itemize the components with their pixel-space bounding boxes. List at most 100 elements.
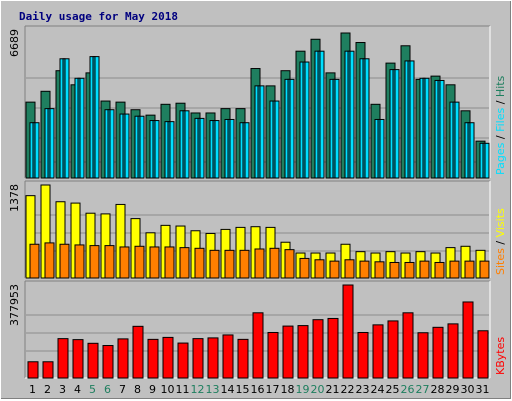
- kbytes-bar: [462, 301, 474, 379]
- kbytes-bar: [222, 334, 234, 379]
- kbytes-bar: [342, 284, 354, 379]
- kbytes-bar: [477, 330, 489, 379]
- chart-title: Daily usage for May 2018: [19, 10, 178, 23]
- x-tick-label: 18: [281, 383, 295, 396]
- pages-bar: [47, 108, 51, 179]
- side-legend-separator: /: [494, 132, 507, 143]
- sites-bar: [344, 259, 355, 279]
- kbytes-bar: [72, 339, 84, 379]
- sites-bar: [269, 247, 280, 279]
- kbytes-bar: [402, 312, 414, 379]
- side-legend-sites: Sites: [494, 248, 507, 275]
- side-legend-pages: Pages: [494, 142, 507, 175]
- x-tick-label: 13: [206, 383, 220, 396]
- kbytes-bar: [252, 312, 264, 379]
- pages-bar: [287, 78, 291, 179]
- x-tick-label: 7: [119, 383, 126, 396]
- pages-bar: [467, 122, 471, 179]
- sites-bar: [239, 249, 250, 279]
- kbytes-bar: [177, 342, 189, 379]
- kbytes-bar: [117, 338, 129, 379]
- pages-bar: [77, 77, 81, 179]
- pages-bar: [317, 50, 321, 179]
- sites-bar: [329, 260, 340, 279]
- side-legend-separator: /: [494, 97, 507, 108]
- x-tick-label: 14: [221, 383, 235, 396]
- x-tick-label: 27: [416, 383, 430, 396]
- x-tick-label: 31: [476, 383, 490, 396]
- x-tick-label: 11: [176, 383, 190, 396]
- pages-bar: [332, 78, 336, 179]
- panel-hits-files-pages: 6689 Pages / Files / Hits: [8, 25, 507, 179]
- pages-bar: [362, 58, 366, 179]
- pages-bar: [452, 101, 456, 179]
- x-tick-label: 28: [431, 383, 445, 396]
- kbytes-bar: [327, 317, 339, 379]
- sites-bar: [179, 247, 190, 279]
- kbytes-bar: [357, 331, 369, 379]
- kbytes-bar: [372, 324, 384, 379]
- sites-bar: [314, 259, 325, 279]
- sites-bar: [479, 260, 490, 279]
- pages-bar: [62, 58, 66, 179]
- x-tick-label: 22: [341, 383, 355, 396]
- pages-bar: [122, 113, 126, 179]
- kbytes-bar: [237, 338, 249, 379]
- x-tick-label: 30: [461, 383, 475, 396]
- x-tick-label: 21: [326, 383, 340, 396]
- pages-bar: [32, 122, 36, 179]
- pages-bar: [272, 100, 276, 179]
- pages-bar: [377, 118, 381, 179]
- side-legend: KBytes: [494, 337, 507, 375]
- sites-bar: [434, 261, 445, 279]
- sites-bar: [44, 242, 55, 279]
- pages-bar: [182, 110, 186, 179]
- x-tick-label: 9: [149, 383, 156, 396]
- x-tick-label: 19: [296, 383, 310, 396]
- x-tick-label: 4: [74, 383, 81, 396]
- sites-bar: [149, 246, 160, 279]
- kbytes-bar: [432, 326, 444, 379]
- sites-bar: [284, 249, 295, 279]
- y-max-label: 377953: [8, 284, 21, 326]
- sites-bar: [359, 260, 370, 279]
- sites-bar: [134, 245, 145, 279]
- side-legend-hits: Hits: [494, 75, 507, 97]
- x-tick-label: 1: [29, 383, 36, 396]
- pages-bar: [242, 122, 246, 179]
- x-tick-label: 16: [251, 383, 265, 396]
- x-tick-label: 29: [446, 383, 460, 396]
- side-legend-files: Files: [494, 108, 507, 132]
- pages-bar: [212, 120, 216, 179]
- sites-bar: [449, 260, 460, 279]
- x-tick-label: 12: [191, 383, 205, 396]
- x-tick-label: 17: [266, 383, 280, 396]
- sites-bar: [464, 260, 475, 279]
- sites-bar: [299, 257, 310, 279]
- panel-kbytes: 377953 KBytes: [8, 280, 507, 379]
- sites-bar: [194, 247, 205, 279]
- sites-bar: [104, 245, 115, 279]
- chart-panels: 6689 Pages / Files / Hits 1378 Sites / Visi…: [8, 25, 507, 379]
- y-max-label: 6689: [8, 29, 21, 57]
- pages-bar: [347, 50, 351, 179]
- x-tick-label: 23: [356, 383, 370, 396]
- side-legend: Sites / Visits: [494, 208, 507, 275]
- side-legend-separator: /: [494, 237, 507, 248]
- side-legend-visits: Visits: [494, 208, 507, 237]
- sites-bar: [164, 246, 175, 279]
- sites-bar: [89, 245, 100, 279]
- sites-bar: [224, 249, 235, 279]
- panel-visits-sites: 1378 Sites / Visits: [8, 180, 507, 279]
- pages-bar: [92, 56, 96, 179]
- sites-bar: [389, 261, 400, 279]
- kbytes-bar: [387, 320, 399, 379]
- pages-bar: [137, 115, 141, 179]
- kbytes-bar: [282, 325, 294, 379]
- side-legend: Pages / Files / Hits: [494, 75, 507, 175]
- side-legend-kbytes: KBytes: [494, 337, 507, 375]
- kbytes-bar: [267, 331, 279, 379]
- x-tick-label: 20: [311, 383, 325, 396]
- pages-bar: [152, 120, 156, 179]
